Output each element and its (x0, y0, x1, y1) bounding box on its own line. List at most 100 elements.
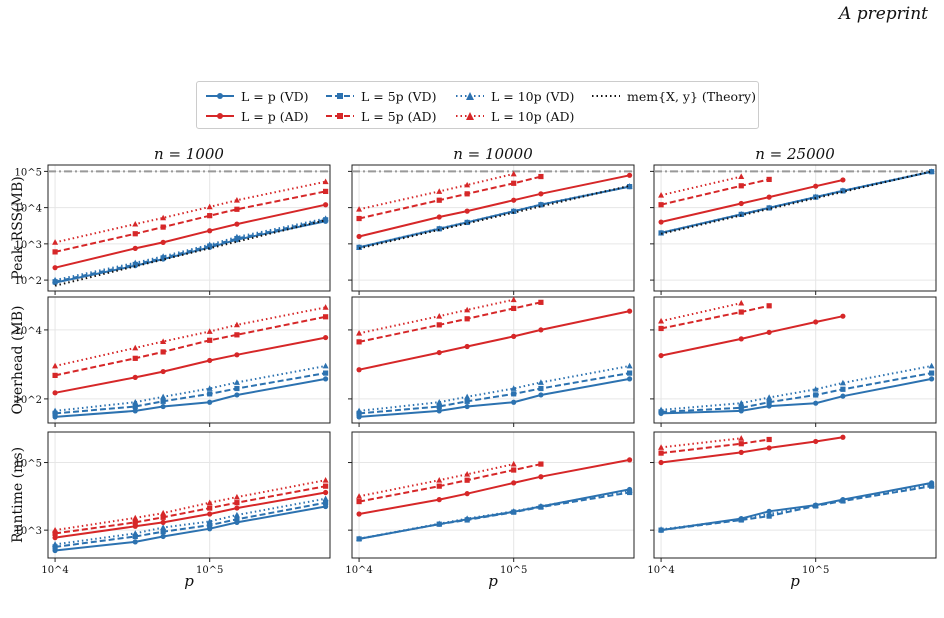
y-tick-label: 10^5 (15, 167, 42, 178)
data-point (323, 489, 329, 496)
series-line (54, 497, 326, 546)
data-point (464, 491, 470, 497)
data-point (234, 221, 240, 227)
data-point (626, 362, 633, 369)
column-title: n = 1000 (154, 145, 224, 163)
x-tick-label: 10^4 (647, 565, 674, 576)
data-point (233, 233, 240, 240)
data-point (537, 503, 544, 509)
data-point (436, 477, 443, 483)
series-line (54, 491, 326, 539)
data-point (464, 393, 471, 400)
data-point (436, 399, 443, 405)
data-point (738, 210, 745, 217)
data-point (132, 530, 139, 536)
axes-frame (47, 296, 331, 424)
data-point (132, 514, 139, 521)
data-point (840, 313, 846, 319)
data-point (132, 220, 139, 227)
data-point (626, 182, 633, 189)
data-point (766, 176, 772, 183)
legend-label: L = p (VD) (241, 88, 309, 104)
plot-area (658, 168, 935, 236)
data-point (436, 312, 443, 319)
plot-area (52, 304, 329, 420)
y-tick-label: 10^3 (15, 240, 42, 251)
y-axis-label: Peak RSS(MB) (10, 176, 26, 279)
series-line (358, 174, 630, 238)
data-point (160, 519, 166, 525)
data-point (322, 304, 329, 310)
y-tick-label: 10^4 (15, 204, 42, 215)
data-point (436, 483, 442, 489)
data-point (813, 183, 819, 189)
data-point (207, 228, 213, 234)
x-tick-label: 10^4 (41, 565, 68, 576)
data-point (132, 259, 139, 266)
data-point (234, 385, 240, 392)
x-axis-label: p (184, 572, 194, 590)
data-point (52, 276, 59, 283)
data-point (510, 297, 517, 303)
data-point (464, 477, 470, 483)
data-point (52, 239, 59, 245)
data-point (207, 522, 213, 528)
data-point (234, 206, 240, 212)
data-point (538, 385, 544, 392)
legend-swatch-icon (206, 113, 234, 119)
series-line (55, 372, 326, 415)
data-point (207, 511, 213, 517)
data-point (52, 372, 58, 378)
data-point (132, 408, 138, 414)
theory-line (54, 219, 326, 287)
series-line (55, 377, 326, 418)
legend-entry: L = 10p (AD) (455, 107, 574, 125)
data-point (812, 386, 819, 392)
data-point (52, 407, 59, 414)
plot-area (52, 178, 329, 287)
series-line (54, 505, 326, 552)
legend-label: L = 5p (AD) (361, 108, 437, 124)
legend-entry: L = p (VD) (205, 87, 309, 105)
series-line (660, 483, 932, 531)
data-point (356, 215, 362, 222)
data-point (52, 526, 59, 533)
legend-entry: L = 5p (VD) (325, 87, 436, 105)
data-point (658, 406, 665, 413)
subplot-panel: 10^3 10^5 10^4 10^5 (15, 431, 331, 576)
data-point (510, 385, 517, 391)
data-point (323, 334, 329, 341)
series-line (54, 315, 326, 377)
data-point (160, 524, 167, 530)
legend-label: L = 10p (VD) (491, 88, 575, 104)
data-point (233, 379, 240, 385)
data-point (207, 505, 213, 511)
series-line (358, 185, 630, 249)
y-tick-label: 10^3 (15, 526, 42, 537)
data-point (840, 386, 846, 392)
series-line (358, 310, 630, 371)
data-point (322, 495, 329, 502)
data-point (511, 180, 517, 186)
axes-frame (351, 164, 635, 292)
data-point (160, 214, 167, 221)
data-point (538, 299, 544, 305)
data-point (234, 332, 240, 338)
data-point (234, 392, 240, 398)
data-point (464, 316, 470, 322)
series-line (54, 336, 326, 394)
data-point (356, 493, 363, 499)
data-point (207, 213, 213, 219)
data-point (323, 370, 329, 376)
data-point (160, 533, 166, 540)
data-point (206, 328, 213, 334)
data-point (132, 519, 138, 525)
data-point (160, 253, 167, 259)
data-point (206, 385, 213, 391)
data-point (464, 343, 470, 350)
data-point (52, 390, 58, 396)
series-line (54, 203, 326, 269)
data-point (511, 197, 517, 203)
data-point (538, 173, 544, 180)
